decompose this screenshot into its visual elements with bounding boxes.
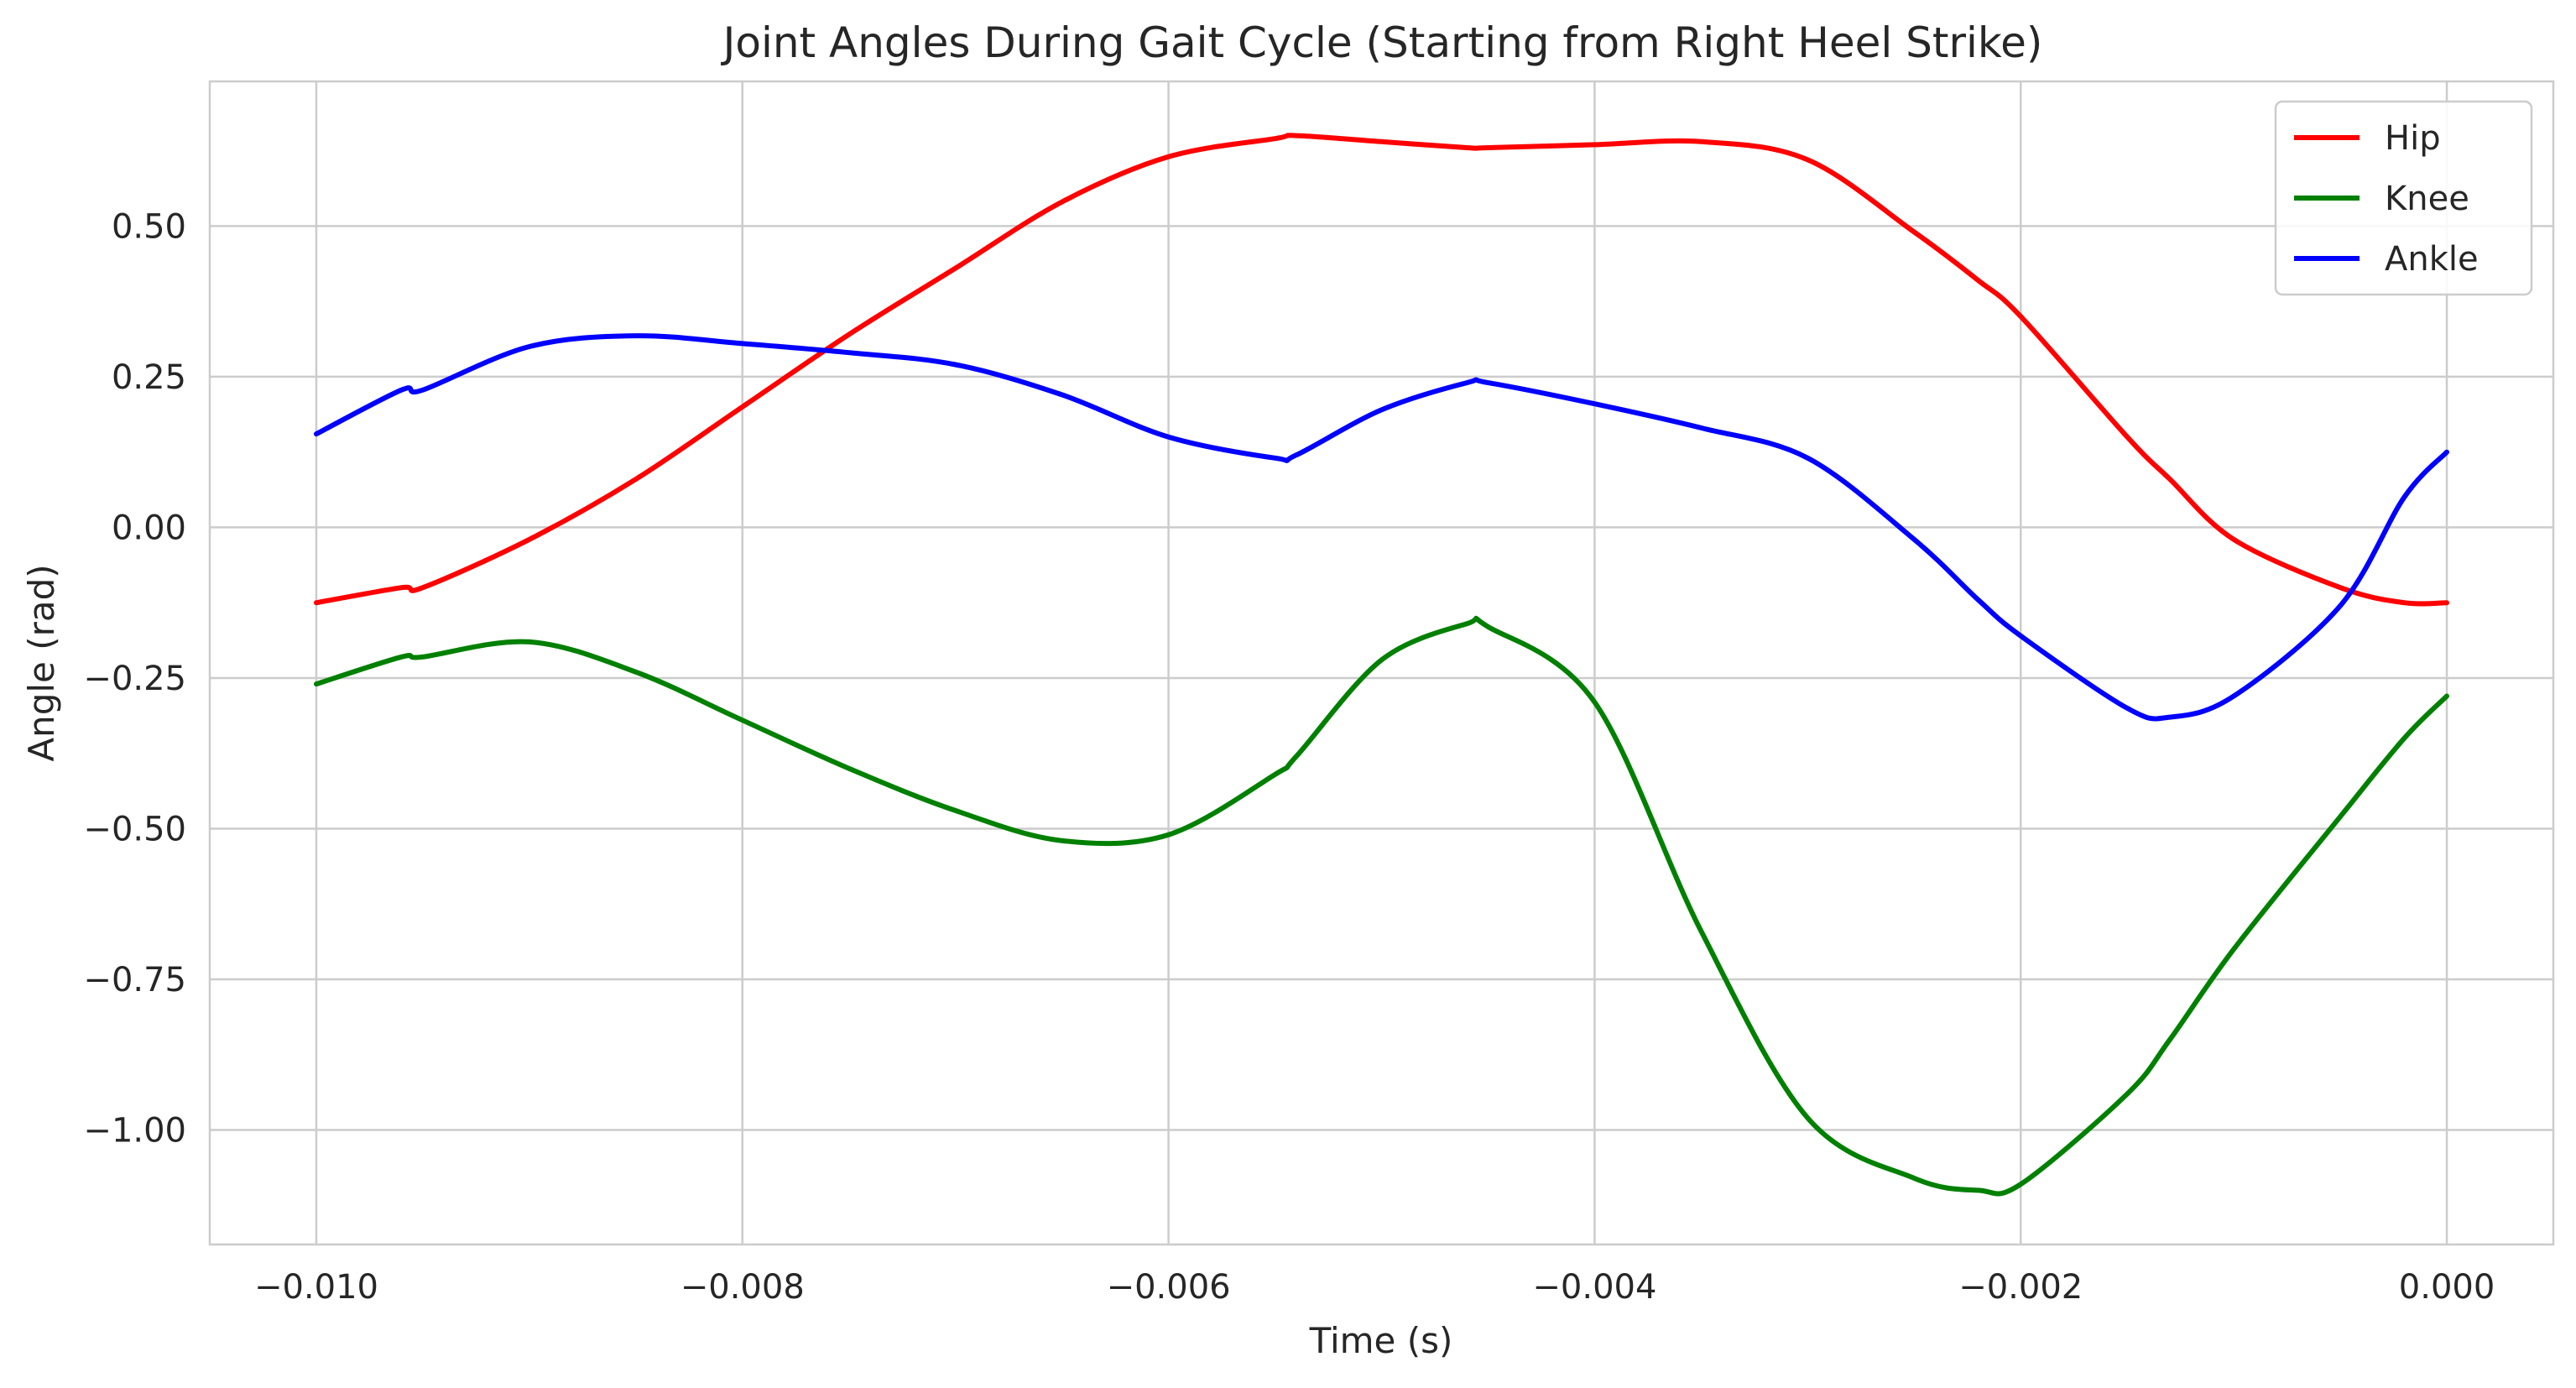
y-tick-label: −0.50 [83,810,186,848]
x-tick-label: −0.002 [1958,1268,2083,1307]
y-tick-label: 0.50 [112,207,186,246]
legend-label-hip: Hip [2385,119,2441,158]
y-tick-label: −0.75 [83,961,186,999]
series-lines [314,133,2449,1197]
series-line-ankle [314,333,2449,722]
plot-frame [208,80,2555,1246]
y-axis-label: Angle (rad) [21,564,62,761]
x-axis-label: Time (s) [1309,1320,1453,1361]
x-tick-label: 0.000 [2399,1268,2495,1307]
y-tick-label: −0.25 [83,660,186,698]
x-tick-label: −0.006 [1107,1268,1231,1307]
legend: Hip Knee Ankle [2274,100,2533,296]
y-tick-labels: 0.50 0.25 0.00 −0.25 −0.50 −0.75 −1.00 [83,207,186,1150]
x-tick-label: −0.004 [1532,1268,1656,1307]
y-tick-label: 0.25 [112,358,186,397]
x-tick-label: −0.008 [681,1268,805,1307]
legend-label-knee: Knee [2385,180,2469,218]
legend-label-ankle: Ankle [2385,240,2479,279]
x-tick-label: −0.010 [254,1268,378,1307]
legend-box [2274,100,2533,296]
x-tick-labels: −0.010 −0.008 −0.006 −0.004 −0.002 0.000 [254,1268,2495,1307]
chart-title: Joint Angles During Gait Cycle (Starting… [721,18,2043,67]
series-line-hip [314,133,2449,607]
series-line-knee [314,615,2449,1197]
y-tick-label: 0.00 [112,509,186,547]
y-tick-label: −1.00 [83,1112,186,1151]
